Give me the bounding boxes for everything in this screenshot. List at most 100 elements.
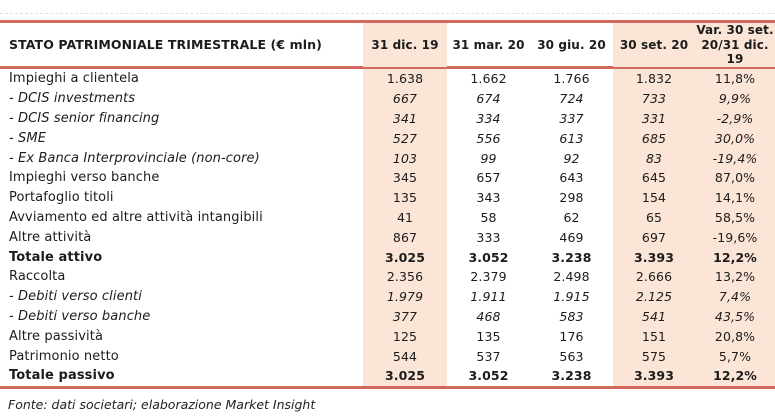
row-label: - DCIS senior financing bbox=[9, 110, 160, 126]
row-label: - Debiti verso clienti bbox=[9, 289, 142, 305]
cell-value: 685 bbox=[613, 128, 695, 149]
table-row: Altre passività 125 135 176 151 20,8% bbox=[0, 326, 775, 347]
cell-value: 1.915 bbox=[553, 289, 590, 305]
cell-value: 377 bbox=[363, 306, 447, 327]
cell-value: 674 bbox=[476, 91, 501, 107]
cell-value: 1.911 bbox=[470, 289, 507, 305]
cell-value: 30,0% bbox=[695, 128, 775, 149]
table-body: Impieghi a clientela 1.638 1.662 1.766 1.832… bbox=[0, 69, 775, 386]
cell-value: 537 bbox=[476, 348, 501, 364]
cell-value: 298 bbox=[559, 190, 584, 206]
cell-value: 541 bbox=[613, 306, 695, 327]
cell-value: 83 bbox=[613, 148, 695, 168]
cell-value: 613 bbox=[559, 130, 584, 146]
cell-value: 20,8% bbox=[695, 326, 775, 347]
cell-value: 103 bbox=[363, 148, 447, 168]
cell-value: 575 bbox=[613, 346, 695, 366]
cell-value: 14,1% bbox=[695, 187, 775, 208]
table-row: - Debiti verso banche 377 468 583 541 43,5% bbox=[0, 306, 775, 327]
cell-value: 2.125 bbox=[613, 286, 695, 307]
row-label: - DCIS investments bbox=[9, 91, 136, 107]
cell-value: 13,2% bbox=[695, 266, 775, 287]
table-row: Patrimonio netto 544 537 563 575 5,7% bbox=[0, 346, 775, 366]
row-label: - SME bbox=[9, 130, 47, 146]
cell-value: 337 bbox=[559, 110, 584, 126]
table-row: - SME 527 556 613 685 30,0% bbox=[0, 128, 775, 149]
cell-value: 12,2% bbox=[695, 365, 775, 386]
cell-value: 1.979 bbox=[363, 286, 447, 307]
cell-value: 87,0% bbox=[695, 167, 775, 188]
row-label: Altre passività bbox=[9, 328, 104, 344]
cell-value: 58,5% bbox=[695, 207, 775, 228]
cell-value: 62 bbox=[563, 209, 580, 225]
cell-value: 58 bbox=[480, 209, 497, 225]
cell-value: 125 bbox=[363, 326, 447, 347]
cell-value: 2.498 bbox=[553, 269, 590, 285]
row-label: Portafoglio titoli bbox=[9, 190, 114, 206]
source-note: Fonte: dati societari; elaborazione Mark… bbox=[8, 397, 316, 412]
row-label: Avviamento ed altre attività intangibili bbox=[9, 209, 263, 225]
cell-value: -19,4% bbox=[695, 148, 775, 168]
row-label: - Ex Banca Interprovinciale (non-core) bbox=[9, 150, 260, 166]
cell-value: 3.052 bbox=[468, 368, 509, 384]
cell-value: 645 bbox=[613, 167, 695, 188]
table-row: Portafoglio titoli 135 343 298 154 14,1% bbox=[0, 187, 775, 208]
cell-value: 151 bbox=[613, 326, 695, 347]
table-row: - Debiti verso clienti 1.979 1.911 1.915 2.1… bbox=[0, 286, 775, 307]
column-header-30-giu-20: 30 giu. 20 bbox=[537, 37, 606, 52]
column-header-31-dic-19: 31 dic. 19 bbox=[363, 23, 447, 67]
table-row: - DCIS senior financing 341 334 337 331 -2,9% bbox=[0, 108, 775, 129]
cell-value: 92 bbox=[563, 150, 580, 166]
cell-value: 331 bbox=[613, 108, 695, 129]
cell-value: 1.638 bbox=[363, 69, 447, 89]
cell-value: 697 bbox=[613, 227, 695, 248]
cell-value: 135 bbox=[476, 328, 501, 344]
table-row: - DCIS investments 667 674 724 733 9,9% bbox=[0, 88, 775, 109]
cell-value: 5,7% bbox=[695, 346, 775, 366]
cell-value: 154 bbox=[613, 187, 695, 208]
table-row: Impieghi verso banche 345 657 643 645 87,0% bbox=[0, 167, 775, 188]
cell-value: 667 bbox=[363, 88, 447, 109]
cell-value: 2.666 bbox=[613, 266, 695, 287]
row-label: - Debiti verso banche bbox=[9, 308, 151, 324]
cell-value: 544 bbox=[363, 346, 447, 366]
cell-value: 468 bbox=[476, 308, 501, 324]
cell-value: 334 bbox=[476, 110, 501, 126]
table-row: Raccolta 2.356 2.379 2.498 2.666 13,2% bbox=[0, 266, 775, 287]
cell-value: 9,9% bbox=[695, 88, 775, 109]
cell-value: 1.662 bbox=[470, 71, 507, 87]
cell-value: 469 bbox=[559, 229, 584, 245]
column-header-31-mar-20: 31 mar. 20 bbox=[452, 37, 525, 52]
cell-value: -19,6% bbox=[695, 227, 775, 248]
table-row: Impieghi a clientela 1.638 1.662 1.766 1.832… bbox=[0, 69, 775, 89]
row-label: Impieghi a clientela bbox=[9, 71, 139, 87]
cell-value: 341 bbox=[363, 108, 447, 129]
table-header-row: STATO PATRIMONIALE TRIMESTRALE (€ mln) 3… bbox=[0, 23, 775, 69]
table-row: Altre attività 867 333 469 697 -19,6% bbox=[0, 227, 775, 248]
table-row: Avviamento ed altre attività intangibili… bbox=[0, 207, 775, 228]
cell-value: -2,9% bbox=[695, 108, 775, 129]
cell-value: 3.025 bbox=[363, 365, 447, 386]
cell-value: 2.356 bbox=[363, 266, 447, 287]
cell-value: 176 bbox=[559, 328, 584, 344]
cell-value: 657 bbox=[476, 170, 501, 186]
cell-value: 343 bbox=[476, 190, 501, 206]
row-label: Patrimonio netto bbox=[9, 348, 119, 364]
cell-value: 43,5% bbox=[695, 306, 775, 327]
cell-value: 643 bbox=[559, 170, 584, 186]
cell-value: 11,8% bbox=[695, 69, 775, 89]
cell-value: 867 bbox=[363, 227, 447, 248]
cell-value: 3.393 bbox=[613, 247, 695, 267]
cell-value: 583 bbox=[559, 308, 584, 324]
cell-value: 724 bbox=[559, 91, 584, 107]
cell-value: 556 bbox=[476, 130, 501, 146]
cell-value: 3.393 bbox=[613, 365, 695, 386]
cell-value: 7,4% bbox=[695, 286, 775, 307]
cell-value: 2.379 bbox=[470, 269, 507, 285]
cell-value: 3.052 bbox=[468, 249, 509, 265]
table-row: - Ex Banca Interprovinciale (non-core) 10… bbox=[0, 148, 775, 168]
row-label: Altre attività bbox=[9, 229, 92, 245]
cell-value: 733 bbox=[613, 88, 695, 109]
row-label: Totale passivo bbox=[9, 368, 115, 384]
